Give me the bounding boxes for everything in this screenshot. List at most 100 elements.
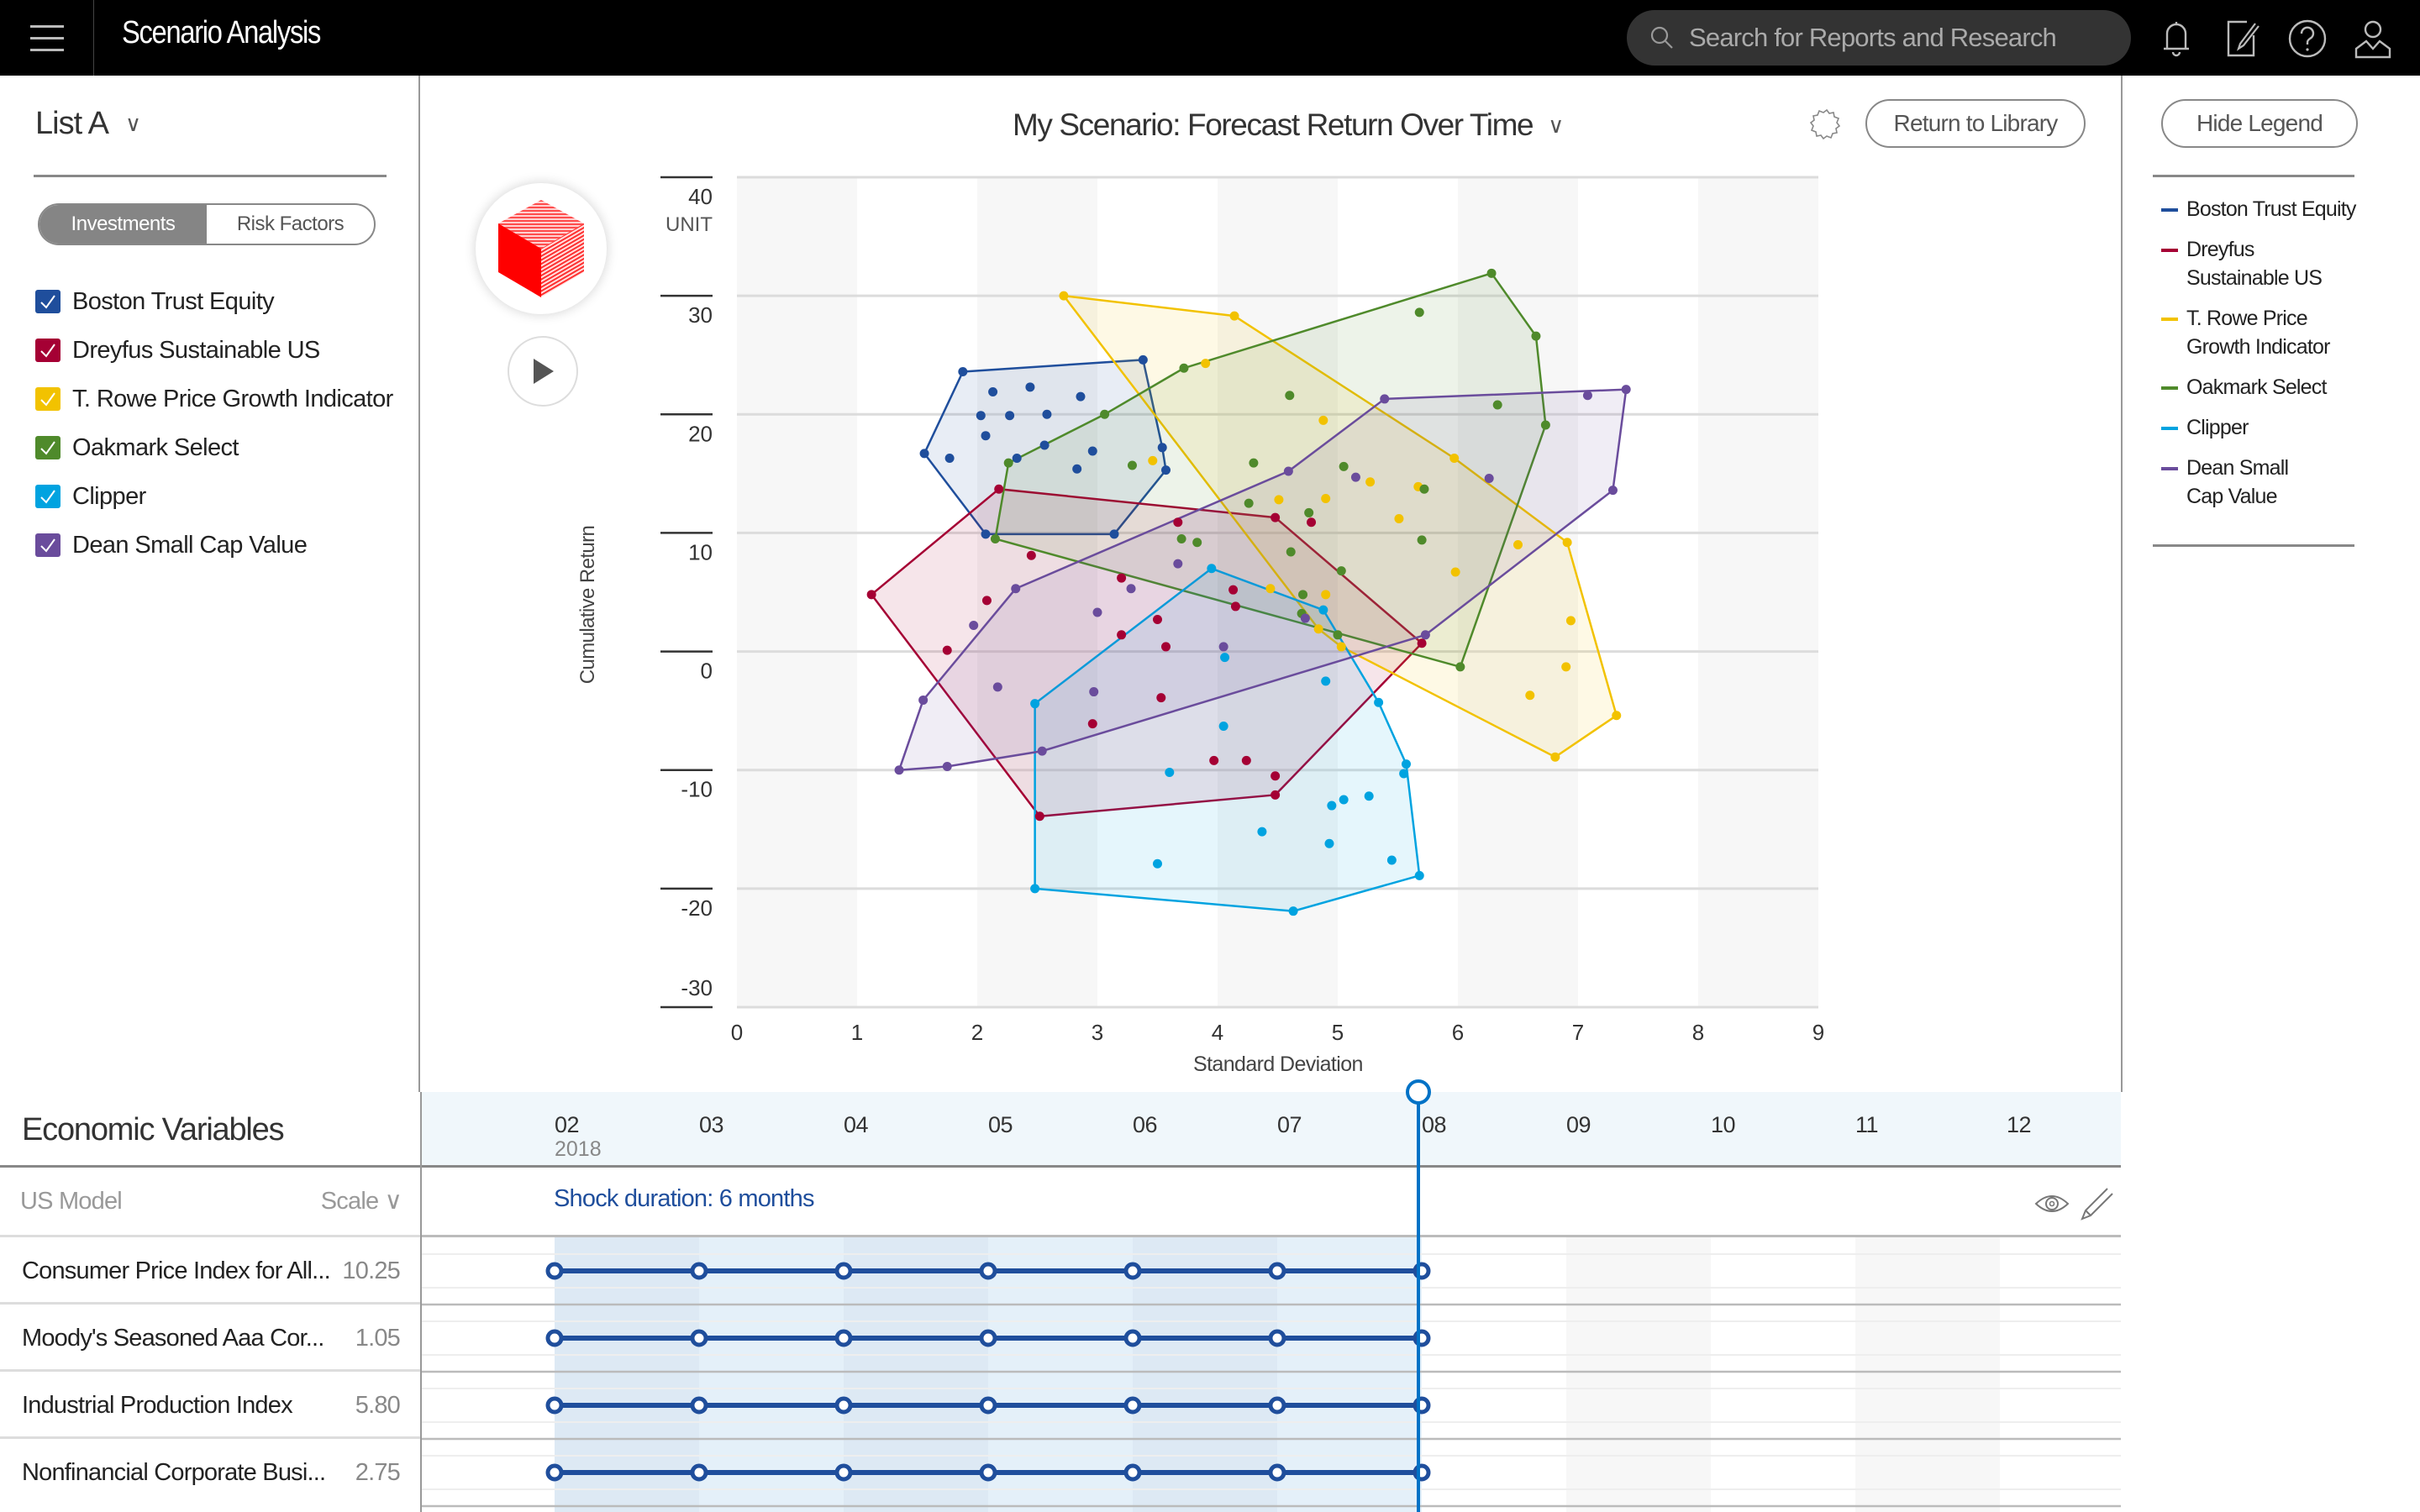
shock-node[interactable]	[1268, 1463, 1286, 1482]
data-point[interactable]	[1414, 307, 1424, 318]
data-point[interactable]	[1285, 391, 1295, 401]
data-point[interactable]	[1037, 746, 1047, 756]
data-point[interactable]	[1209, 755, 1219, 765]
data-point[interactable]	[1402, 759, 1412, 769]
data-point[interactable]	[866, 590, 876, 600]
data-point[interactable]	[1565, 616, 1576, 626]
bell-icon[interactable]	[2153, 15, 2200, 62]
hide-legend-button[interactable]: Hide Legend	[2161, 99, 2358, 148]
data-point[interactable]	[1157, 443, 1167, 453]
data-point[interactable]	[1321, 590, 1331, 600]
data-point[interactable]	[1288, 906, 1298, 916]
data-point[interactable]	[1394, 513, 1404, 523]
data-point[interactable]	[1220, 653, 1230, 663]
data-point[interactable]	[942, 645, 952, 655]
shock-node[interactable]	[1123, 1396, 1142, 1415]
data-point[interactable]	[1540, 420, 1550, 430]
data-point[interactable]	[1417, 638, 1427, 648]
data-point[interactable]	[1087, 446, 1097, 456]
data-point[interactable]	[1525, 690, 1535, 701]
data-point[interactable]	[958, 366, 968, 376]
investment-item[interactable]: Oakmark Select	[35, 423, 393, 472]
data-point[interactable]	[1307, 517, 1317, 528]
data-point[interactable]	[1030, 699, 1040, 709]
data-point[interactable]	[1229, 311, 1239, 321]
checkbox[interactable]	[35, 533, 60, 557]
data-point[interactable]	[1244, 498, 1254, 508]
data-point[interactable]	[1380, 394, 1390, 404]
data-point[interactable]	[1176, 533, 1186, 543]
data-point[interactable]	[1364, 791, 1374, 801]
data-point[interactable]	[1318, 605, 1328, 615]
data-point[interactable]	[1300, 613, 1310, 623]
data-point[interactable]	[1089, 687, 1099, 697]
play-button[interactable]	[508, 336, 578, 407]
return-to-library-button[interactable]: Return to Library	[1865, 99, 2086, 148]
data-point[interactable]	[1333, 630, 1343, 640]
data-point[interactable]	[1336, 642, 1346, 652]
data-point[interactable]	[1025, 382, 1035, 392]
data-point[interactable]	[1607, 486, 1618, 496]
data-point[interactable]	[1026, 550, 1036, 560]
data-point[interactable]	[894, 765, 904, 775]
data-point[interactable]	[1270, 771, 1281, 781]
shock-node[interactable]	[979, 1463, 997, 1482]
pencil-icon[interactable]	[2077, 1185, 2114, 1222]
shock-node[interactable]	[690, 1262, 708, 1280]
shock-node[interactable]	[1123, 1329, 1142, 1347]
investment-item[interactable]: Dean Small Cap Value	[35, 521, 393, 570]
user-icon[interactable]	[2349, 15, 2396, 62]
data-point[interactable]	[1030, 884, 1040, 894]
shock-node[interactable]	[834, 1329, 853, 1347]
data-point[interactable]	[1365, 477, 1376, 487]
shock-node[interactable]	[834, 1262, 853, 1280]
data-point[interactable]	[919, 449, 929, 459]
data-point[interactable]	[1201, 359, 1211, 369]
variable-row[interactable]: Consumer Price Index for All... 10.25	[0, 1235, 420, 1302]
data-point[interactable]	[1550, 752, 1560, 762]
data-point[interactable]	[1486, 268, 1497, 278]
data-point[interactable]	[1148, 455, 1158, 465]
data-point[interactable]	[944, 454, 955, 464]
data-point[interactable]	[1417, 535, 1427, 545]
data-point[interactable]	[1318, 415, 1328, 425]
data-point[interactable]	[1161, 465, 1171, 475]
data-point[interactable]	[981, 529, 991, 539]
data-point[interactable]	[1192, 538, 1202, 548]
data-point[interactable]	[1621, 385, 1631, 395]
shock-node[interactable]	[979, 1396, 997, 1415]
settings-gear-icon[interactable]	[1808, 106, 1845, 143]
data-point[interactable]	[1092, 607, 1102, 617]
investment-item[interactable]: Dreyfus Sustainable US	[35, 326, 393, 375]
search-input[interactable]	[1689, 23, 2109, 53]
data-point[interactable]	[1153, 614, 1162, 624]
shock-node[interactable]	[1268, 1329, 1286, 1347]
eye-icon[interactable]	[2033, 1185, 2070, 1222]
data-point[interactable]	[1350, 472, 1360, 482]
investment-item[interactable]: Boston Trust Equity	[35, 277, 393, 326]
data-point[interactable]	[1419, 484, 1429, 494]
data-point[interactable]	[1003, 458, 1013, 468]
shock-node[interactable]	[690, 1329, 708, 1347]
data-point[interactable]	[1399, 769, 1409, 779]
shock-node[interactable]	[545, 1262, 564, 1280]
data-point[interactable]	[1039, 440, 1050, 450]
data-point[interactable]	[1011, 584, 1021, 594]
data-point[interactable]	[981, 431, 991, 441]
data-point[interactable]	[1087, 719, 1097, 729]
data-point[interactable]	[1313, 624, 1323, 634]
data-point[interactable]	[1414, 870, 1424, 880]
edit-note-icon[interactable]	[2218, 15, 2265, 62]
data-point[interactable]	[1241, 755, 1251, 765]
data-point[interactable]	[1270, 512, 1281, 522]
data-point[interactable]	[1117, 630, 1127, 640]
data-point[interactable]	[1531, 331, 1541, 341]
data-point[interactable]	[1249, 458, 1259, 468]
data-point[interactable]	[976, 411, 986, 421]
shock-node[interactable]	[545, 1396, 564, 1415]
shock-node[interactable]	[979, 1329, 997, 1347]
data-point[interactable]	[1138, 354, 1148, 365]
variable-row[interactable]: Nonfinancial Corporate Busi... 2.75	[0, 1436, 420, 1504]
data-point[interactable]	[1179, 363, 1189, 373]
data-point[interactable]	[1336, 566, 1346, 576]
